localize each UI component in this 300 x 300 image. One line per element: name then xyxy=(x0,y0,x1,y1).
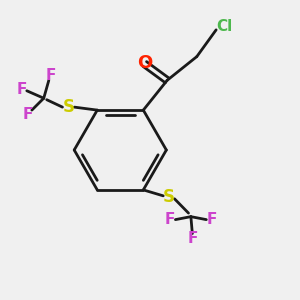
Text: F: F xyxy=(165,212,175,227)
Text: Cl: Cl xyxy=(216,20,232,34)
Text: F: F xyxy=(206,212,217,227)
Text: F: F xyxy=(22,107,33,122)
Text: S: S xyxy=(63,98,75,116)
Text: F: F xyxy=(16,82,27,97)
Text: F: F xyxy=(46,68,56,83)
Text: O: O xyxy=(137,53,152,71)
Text: F: F xyxy=(187,231,197,246)
Text: S: S xyxy=(163,188,175,206)
